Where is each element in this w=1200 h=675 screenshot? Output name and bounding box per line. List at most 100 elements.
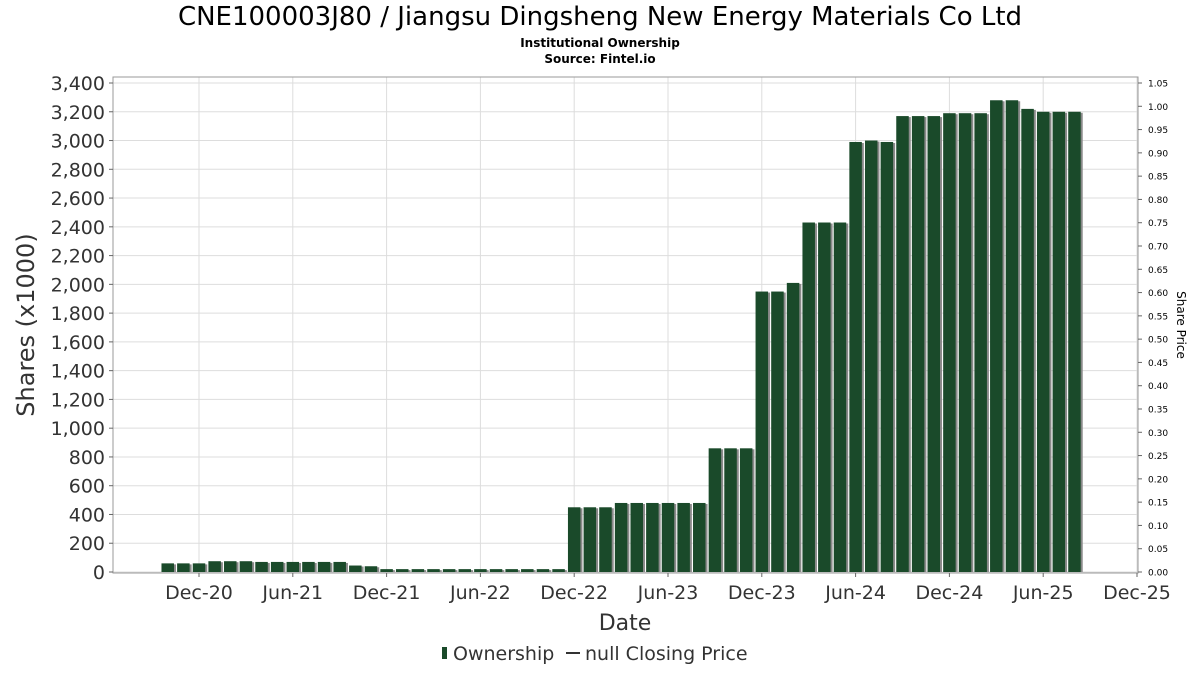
y2-axis-label: Share Price — [1174, 291, 1188, 359]
ownership-bar — [364, 566, 378, 572]
ownership-bar — [224, 561, 237, 572]
x-tick-label: Jun-25 — [1012, 582, 1074, 604]
y-tick-label: 2,600 — [51, 188, 105, 210]
ownership-bar — [755, 291, 769, 572]
ownership-bar — [708, 448, 722, 572]
ownership-bar — [614, 502, 628, 572]
x-tick-label: Dec-22 — [540, 582, 608, 604]
y2-tick-label: 0.30 — [1148, 429, 1168, 439]
y2-tick-label: 0.50 — [1148, 336, 1168, 346]
y2-tick-label: 0.70 — [1148, 243, 1168, 253]
y-tick-label: 3,000 — [51, 131, 105, 153]
y2-tick-label: 0.25 — [1148, 452, 1168, 462]
y-tick-label: 2,200 — [51, 246, 105, 268]
x-tick-label: Dec-21 — [353, 582, 421, 604]
ownership-bar — [302, 561, 315, 572]
ownership-bar — [1005, 100, 1019, 573]
y2-tick-label: 1.05 — [1148, 80, 1168, 90]
y2-tick-label: 0.10 — [1148, 522, 1168, 532]
y-tick-label: 3,400 — [51, 73, 105, 95]
y-tick-label: 800 — [69, 447, 105, 469]
x-tick-label: Dec-25 — [1103, 582, 1171, 604]
ownership-bar — [536, 569, 550, 572]
ownership-bar — [630, 502, 643, 572]
y2-tick-label: 0.20 — [1148, 475, 1168, 485]
ownership-bar — [896, 116, 909, 573]
ownership-bar — [177, 563, 190, 572]
chart-title: CNE100003J80 / Jiangsu Dingsheng New Ene… — [177, 2, 1023, 32]
ownership-bar — [599, 507, 612, 572]
y2-tick-label: 0.80 — [1148, 196, 1168, 206]
y2-tick-label: 0.95 — [1148, 126, 1168, 136]
y2-tick-label: 0.75 — [1148, 219, 1168, 229]
legend: Ownership null Closing Price — [442, 643, 748, 665]
ownership-bar — [818, 222, 831, 572]
y-tick-label: 1,200 — [51, 389, 105, 411]
ownership-bar — [802, 222, 815, 572]
ownership-bar — [1052, 111, 1066, 572]
ownership-bar — [833, 222, 847, 572]
ownership-bar — [958, 113, 972, 572]
x-tick-label: Jun-24 — [824, 582, 886, 604]
ownership-bar — [990, 100, 1003, 573]
ownership-bar — [349, 565, 362, 572]
x-tick-label: Jun-22 — [449, 582, 511, 604]
ownership-bar — [270, 561, 284, 572]
ownership-bar — [395, 569, 409, 572]
legend-label-ownership: Ownership — [453, 643, 554, 665]
ownership-bar — [161, 563, 174, 572]
ownership-bar — [927, 116, 941, 573]
ownership-bar — [864, 140, 878, 572]
ownership-bar — [911, 116, 925, 573]
ownership-bar — [880, 141, 894, 572]
y-tick-label: 200 — [69, 533, 105, 555]
y2-tick-label: 0.05 — [1148, 545, 1168, 555]
ownership-bar — [943, 113, 956, 572]
y2-tick-label: 0.45 — [1148, 359, 1168, 369]
ownership-bar — [505, 569, 518, 572]
ownership-bar — [583, 507, 597, 572]
x-tick-label: Jun-21 — [261, 582, 323, 604]
y2-tick-label: 0.90 — [1148, 149, 1168, 159]
ownership-bar — [427, 569, 440, 572]
x-axis-label: Date — [599, 611, 652, 636]
y2-tick-label: 0.55 — [1148, 312, 1168, 322]
ownership-bar — [739, 448, 753, 572]
ownership-bar — [567, 507, 581, 572]
y2-tick-label: 0.85 — [1148, 173, 1168, 183]
y2-tick-label: 0.60 — [1148, 289, 1168, 299]
y2-tick-label: 1.00 — [1148, 103, 1168, 113]
ownership-bars — [161, 100, 1083, 573]
ownership-bar — [286, 561, 300, 572]
ownership-bar — [552, 569, 565, 572]
ownership-bar — [411, 569, 425, 572]
y-tick-label: 1,400 — [51, 361, 105, 383]
y-axis-ticks: 0 200 400 600 800 1,000 1,200 1,400 1,600 1,800 2,… — [51, 73, 113, 584]
ownership-bar — [677, 502, 690, 572]
x-axis-ticks: Dec-20 Jun-21 Dec-21 Jun-22 Dec-22 Jun-23 Dec-… — [165, 573, 1171, 604]
ownership-bar — [208, 561, 221, 572]
ownership-bar — [255, 561, 268, 572]
x-tick-label: Jun-23 — [637, 582, 699, 604]
ownership-bar — [239, 561, 253, 572]
y2-axis-ticks: 0.00 0.05 0.10 0.15 0.20 0.25 0.30 0.35 0.40 0.45… — [1138, 80, 1168, 579]
y2-tick-label: 0.35 — [1148, 406, 1168, 416]
y-tick-label: 400 — [69, 504, 105, 526]
ownership-bar — [1021, 108, 1034, 572]
ownership-bar — [661, 502, 675, 572]
chart-source: Source: Fintel.io — [544, 52, 656, 66]
y2-tick-label: 0.65 — [1148, 266, 1168, 276]
ownership-bar — [771, 291, 784, 572]
ownership-bar — [333, 561, 346, 572]
x-tick-label: Dec-20 — [165, 582, 233, 604]
x-tick-label: Dec-24 — [915, 582, 983, 604]
ownership-bar — [849, 141, 862, 572]
legend-bar-swatch — [442, 647, 447, 659]
ownership-bar — [974, 113, 987, 572]
ownership-bar — [489, 569, 503, 572]
ownership-bar — [442, 569, 456, 572]
ownership-bar — [724, 448, 737, 572]
y-tick-label: 2,000 — [51, 274, 105, 296]
y-tick-label: 0 — [93, 562, 105, 584]
